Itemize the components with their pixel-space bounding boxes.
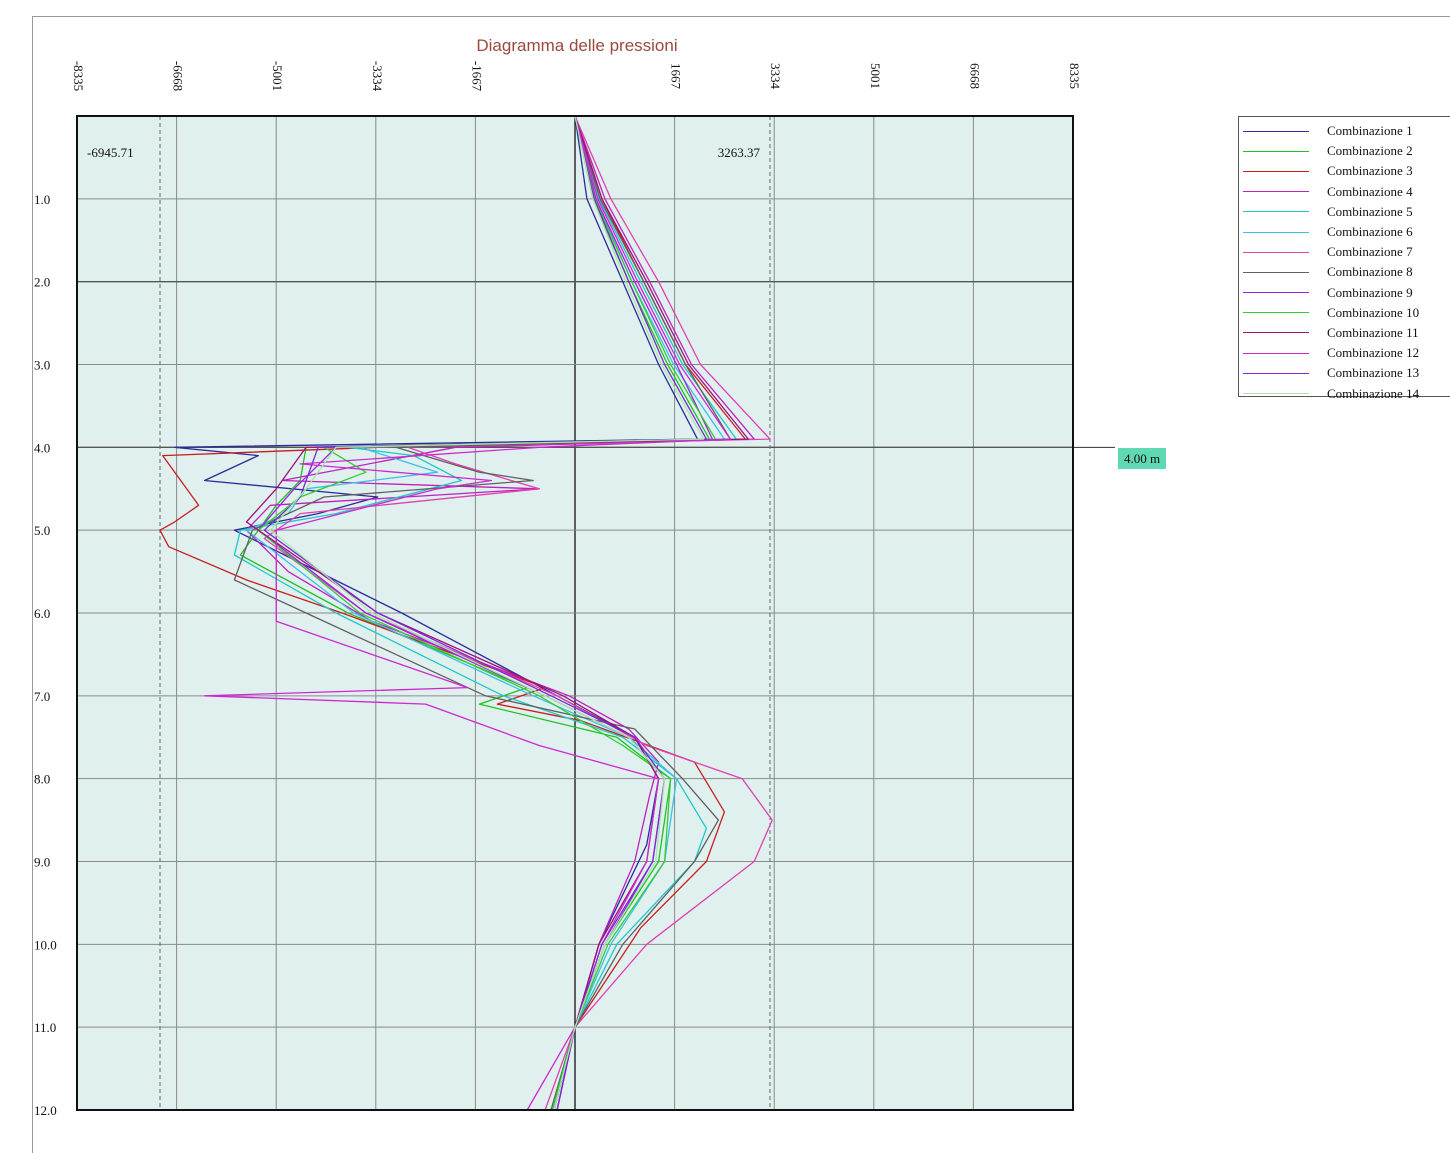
legend-item-9: Combinazione 9 <box>1239 283 1450 303</box>
series-line-7 <box>263 115 773 1111</box>
max-value-label: 3263.37 <box>718 145 761 160</box>
legend-swatch <box>1243 292 1309 294</box>
legend-label: Combinazione 3 <box>1327 163 1413 179</box>
legend-item-3: Combinazione 3 <box>1239 161 1450 181</box>
x-tick-label: -8335 <box>71 61 86 91</box>
y-tick-label: 6.0 <box>34 606 50 621</box>
legend-label: Combinazione 13 <box>1327 365 1420 381</box>
legend-label: Combinazione 7 <box>1327 244 1413 260</box>
series-line-5 <box>233 115 737 1111</box>
legend-label: Combinazione 11 <box>1327 324 1419 340</box>
legend-label: Combinazione 4 <box>1327 183 1413 199</box>
legend: Combinazione 1 Combinazione 2 Combinazione… <box>1238 116 1450 401</box>
chart-frame <box>32 16 1450 1153</box>
y-tick-label: 9.0 <box>34 855 50 870</box>
x-tick-label: -3334 <box>370 61 385 92</box>
legend-label: Combinazione 5 <box>1327 203 1413 219</box>
legend-item-8: Combinazione 8 <box>1239 262 1450 282</box>
y-tick-label: 8.0 <box>34 772 50 787</box>
min-value-label: -6945.71 <box>87 145 134 160</box>
legend-item-10: Combinazione 10 <box>1239 303 1450 323</box>
legend-swatch <box>1243 393 1309 395</box>
x-tick-label: -5001 <box>270 61 285 91</box>
legend-label: Combinazione 1 <box>1327 123 1413 139</box>
x-tick-label: 3334 <box>768 63 783 90</box>
legend-swatch <box>1243 312 1309 314</box>
y-tick-label: 2.0 <box>34 275 50 290</box>
y-tick-label: 7.0 <box>34 689 50 704</box>
legend-label: Combinazione 6 <box>1327 224 1413 240</box>
depth-marker-label: 4.00 m <box>1118 448 1167 469</box>
y-tick-label: 5.0 <box>34 523 50 538</box>
series-line-9 <box>257 115 714 1111</box>
legend-item-5: Combinazione 5 <box>1239 202 1450 222</box>
y-tick-label: 1.0 <box>34 192 50 207</box>
legend-item-7: Combinazione 7 <box>1239 242 1450 262</box>
series-line-8 <box>233 115 731 1111</box>
legend-swatch <box>1243 130 1309 132</box>
x-tick-label: 1667 <box>669 63 684 90</box>
series-line-12 <box>203 115 731 1111</box>
chart-title: Diagramma delle pressioni <box>476 36 677 55</box>
legend-swatch <box>1243 251 1309 253</box>
legend-swatch <box>1243 191 1309 193</box>
legend-swatch <box>1243 372 1309 374</box>
legend-item-11: Combinazione 11 <box>1239 323 1450 343</box>
y-tick-label: 4.0 <box>34 440 50 455</box>
series-line-1 <box>174 115 699 1111</box>
series-line-2 <box>239 115 711 1111</box>
legend-swatch <box>1243 352 1309 354</box>
series-line-14 <box>269 115 705 1111</box>
legend-swatch <box>1243 271 1309 273</box>
legend-item-13: Combinazione 13 <box>1239 363 1450 383</box>
y-tick-label: 11.0 <box>34 1020 56 1035</box>
legend-item-6: Combinazione 6 <box>1239 222 1450 242</box>
legend-swatch <box>1243 170 1309 172</box>
legend-label: Combinazione 12 <box>1327 345 1420 361</box>
x-tick-label: 5001 <box>868 63 883 89</box>
series-line-3 <box>159 115 746 1111</box>
legend-label: Combinazione 2 <box>1327 143 1413 159</box>
y-tick-label: 10.0 <box>34 937 57 952</box>
series-line-11 <box>245 115 749 1111</box>
legend-swatch <box>1243 332 1309 334</box>
legend-item-2: Combinazione 2 <box>1239 141 1450 161</box>
legend-swatch <box>1243 231 1309 233</box>
legend-swatch <box>1243 150 1309 152</box>
legend-swatch <box>1243 211 1309 213</box>
x-tick-label: 6668 <box>967 63 982 89</box>
legend-item-14: Combinazione 14 <box>1239 383 1450 403</box>
legend-label: Combinazione 8 <box>1327 264 1413 280</box>
x-tick-label: -1667 <box>469 61 484 92</box>
y-tick-label: 3.0 <box>34 358 50 373</box>
x-tick-label: 8335 <box>1067 63 1082 89</box>
legend-label: Combinazione 10 <box>1327 304 1420 320</box>
plot-border <box>76 115 1074 1111</box>
x-tick-label: -6668 <box>171 61 186 91</box>
legend-label: Combinazione 9 <box>1327 284 1413 300</box>
legend-item-4: Combinazione 4 <box>1239 182 1450 202</box>
legend-item-1: Combinazione 1 <box>1239 121 1450 141</box>
y-tick-label: 12.0 <box>34 1103 57 1118</box>
series-line-4 <box>245 115 755 1111</box>
legend-label: Combinazione 14 <box>1327 385 1420 401</box>
legend-item-12: Combinazione 12 <box>1239 343 1450 363</box>
